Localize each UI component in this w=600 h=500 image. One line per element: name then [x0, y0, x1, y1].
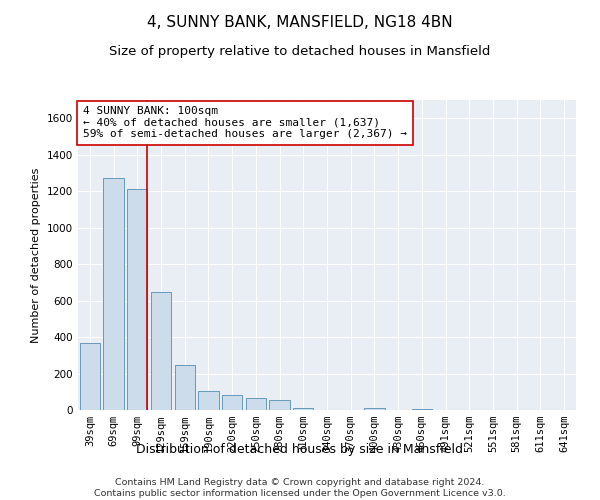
Bar	[412, 408, 432, 410]
Bar	[175, 365, 195, 410]
Bar	[127, 190, 148, 410]
Bar	[80, 344, 100, 410]
Bar	[246, 398, 266, 410]
Bar	[199, 391, 218, 410]
Bar	[103, 178, 124, 410]
Bar	[364, 408, 385, 410]
Bar	[293, 408, 313, 410]
Text: 4 SUNNY BANK: 100sqm
← 40% of detached houses are smaller (1,637)
59% of semi-de: 4 SUNNY BANK: 100sqm ← 40% of detached h…	[83, 106, 407, 140]
Bar	[222, 396, 242, 410]
Y-axis label: Number of detached properties: Number of detached properties	[31, 168, 41, 342]
Text: Size of property relative to detached houses in Mansfield: Size of property relative to detached ho…	[109, 45, 491, 58]
Bar	[151, 292, 171, 410]
Text: 4, SUNNY BANK, MANSFIELD, NG18 4BN: 4, SUNNY BANK, MANSFIELD, NG18 4BN	[147, 15, 453, 30]
Bar	[269, 400, 290, 410]
Text: Distribution of detached houses by size in Mansfield: Distribution of detached houses by size …	[137, 442, 464, 456]
Text: Contains HM Land Registry data © Crown copyright and database right 2024.
Contai: Contains HM Land Registry data © Crown c…	[94, 478, 506, 498]
